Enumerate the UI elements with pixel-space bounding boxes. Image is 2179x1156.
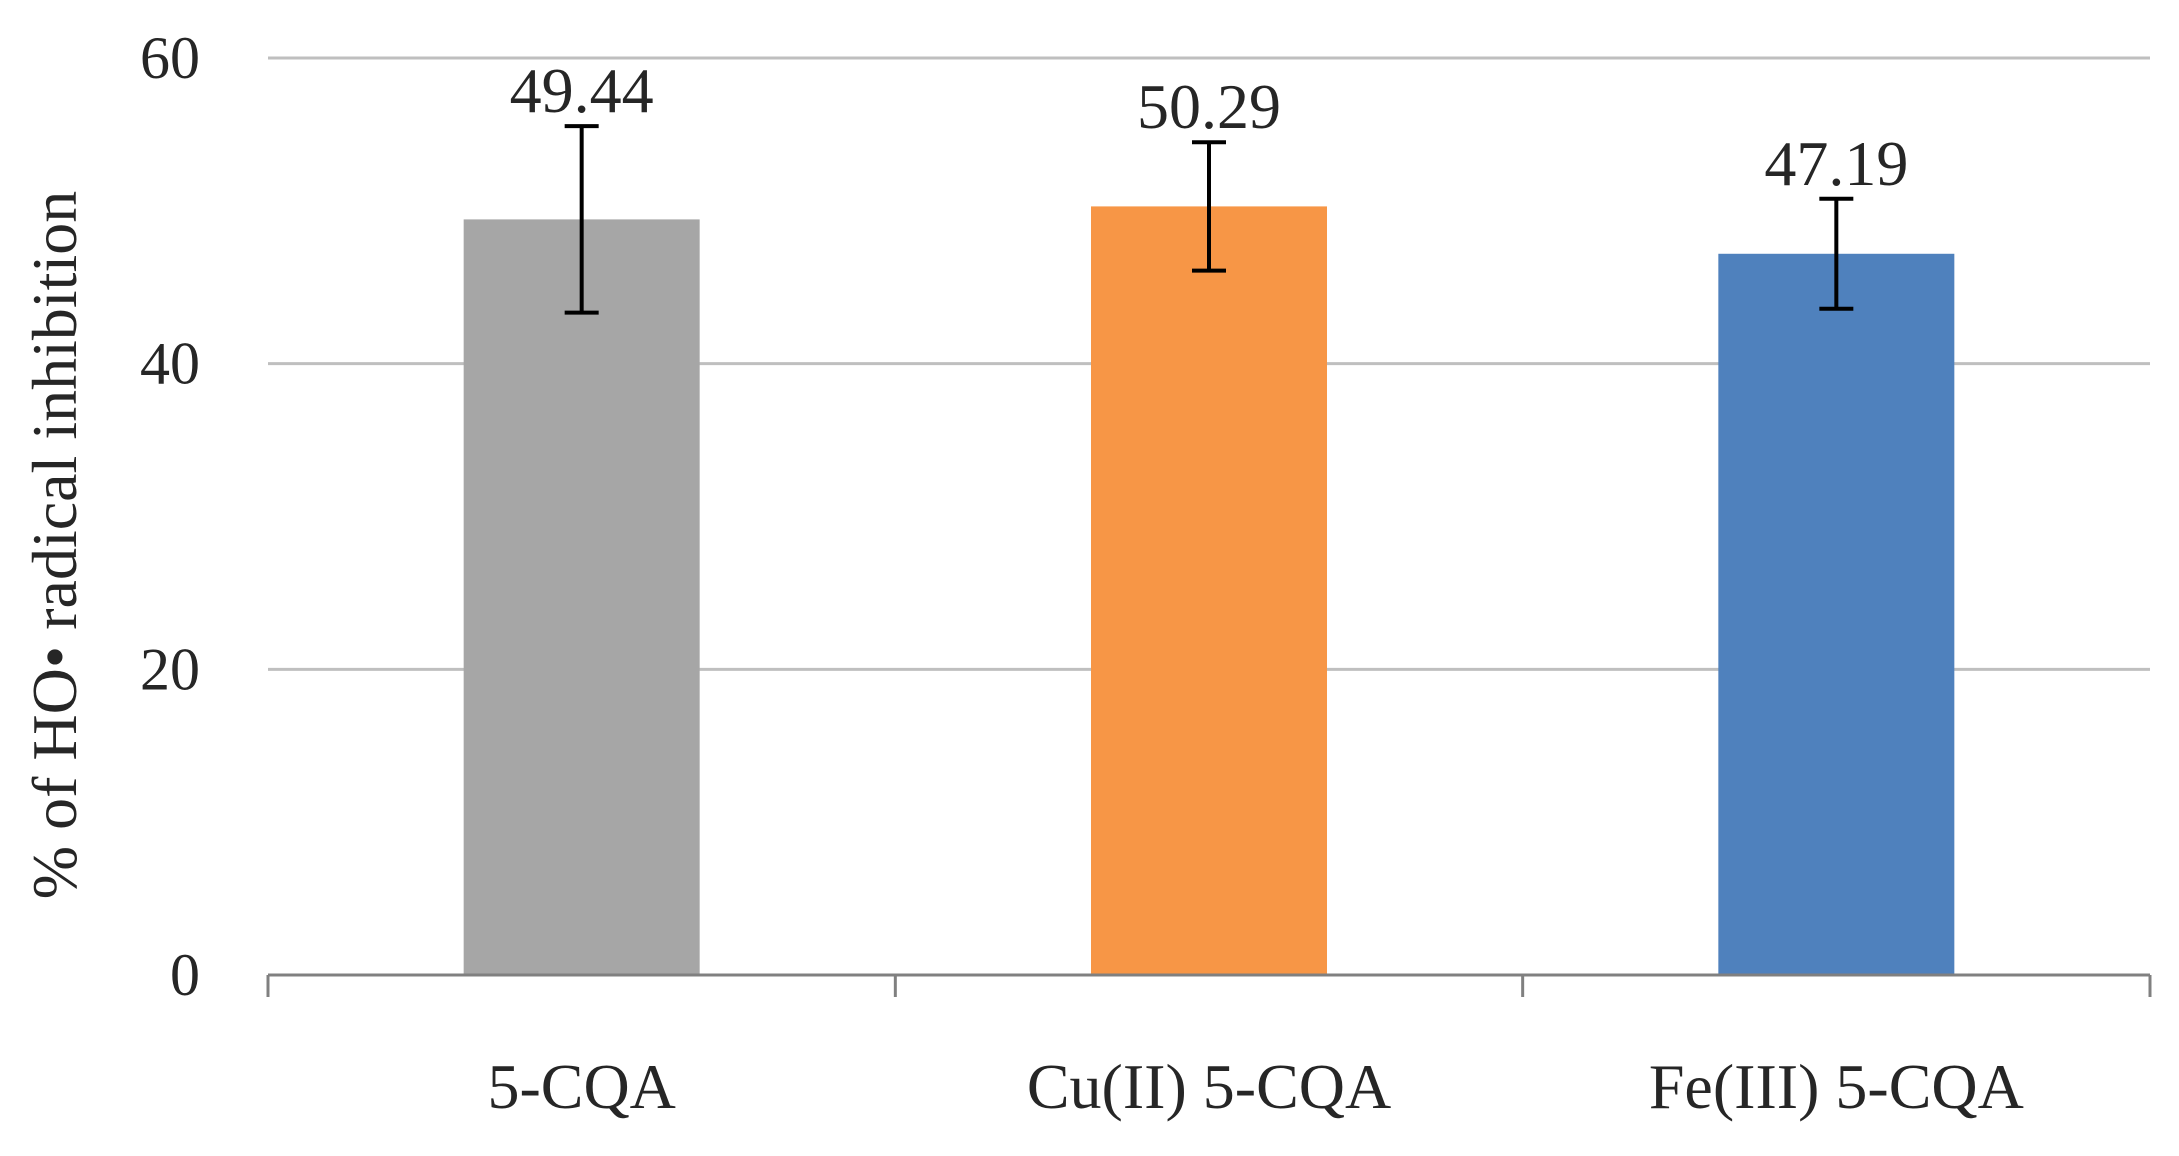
y-tick-label: 0	[170, 942, 200, 1008]
bar-1	[463, 219, 700, 976]
axes	[266, 973, 2152, 997]
data-label-1: 49.44	[510, 55, 654, 126]
error-bars	[564, 124, 1854, 315]
y-tick-label: 40	[140, 331, 200, 397]
x-category-label: 5-CQA	[487, 1051, 675, 1122]
bar-3	[1718, 253, 1955, 976]
bar-2	[1091, 206, 1327, 975]
y-tick-label: 20	[140, 636, 200, 702]
x-category-label: Fe(III) 5-CQA	[1649, 1051, 2024, 1122]
data-label-3: 47.19	[1764, 128, 1908, 199]
labels: 0 20 40 60 49.44 50.29 47.19 5-CQA Cu(II) 5-CQA F…	[140, 25, 2024, 1122]
y-tick-label: 60	[140, 25, 200, 91]
y-axis-title: % of HO• radical inhibition	[19, 191, 90, 899]
bars	[463, 206, 1955, 976]
data-label-2: 50.29	[1137, 71, 1281, 142]
x-category-label: Cu(II) 5-CQA	[1027, 1051, 1391, 1122]
